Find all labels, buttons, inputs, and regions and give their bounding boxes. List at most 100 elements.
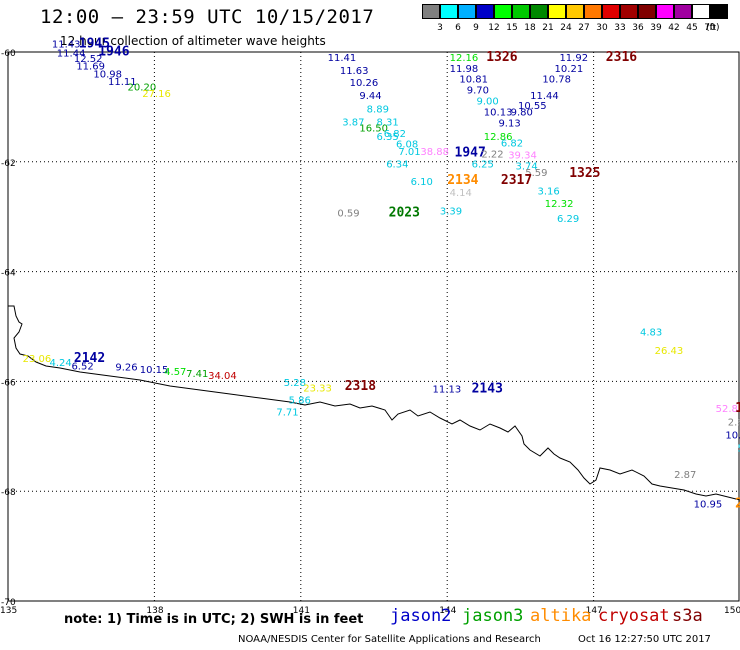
wave-height-label: 9.44 xyxy=(359,91,381,102)
wave-height-label: 9.00 xyxy=(476,97,498,108)
legend-item-s3a: s3a xyxy=(672,606,703,626)
wave-height-label: 10.78 xyxy=(542,75,571,86)
wave-height-label: 6.25 xyxy=(472,159,494,170)
wave-height-label: 11.43 xyxy=(52,40,81,51)
scale-label: 24 xyxy=(560,23,572,33)
wave-height-label: 3.16 xyxy=(537,187,559,198)
wave-height-label: 27.16 xyxy=(142,89,171,100)
lon-tick-label: 141 xyxy=(293,606,310,616)
scale-swatch xyxy=(476,4,494,19)
wave-height-label: 10.42 xyxy=(725,430,740,441)
scale-label: 12 xyxy=(488,23,500,33)
wave-height-label: 12.86 xyxy=(484,132,513,143)
wave-height-label: 5.59 xyxy=(525,168,547,179)
wave-height-label: 26.43 xyxy=(655,346,684,357)
wave-height-label: 5.44 xyxy=(738,444,740,455)
scale-swatch xyxy=(638,4,656,19)
wave-height-label: 9.26 xyxy=(115,362,137,373)
wave-height-label: 39.34 xyxy=(508,151,537,162)
wave-height-label: 12.16 xyxy=(450,53,479,64)
scale-swatch xyxy=(710,4,728,19)
lat-tick-label: -64 xyxy=(1,269,16,279)
scale-label: 45 xyxy=(686,23,698,33)
scale-swatch xyxy=(566,4,584,19)
pass-time-label: 1946 xyxy=(98,44,129,59)
scale-label: 3 xyxy=(437,23,443,33)
wave-height-label: 2.87 xyxy=(674,470,696,481)
wave-height-label: 6.82 xyxy=(501,138,523,149)
wave-height-label: 12.52 xyxy=(74,54,103,65)
wave-height-label: 4.57 xyxy=(164,367,186,378)
map-subtitle: 12 hour collection of altimeter wave hei… xyxy=(60,34,326,48)
pass-time-label: 1325 xyxy=(569,166,600,181)
scale-swatch xyxy=(674,4,692,19)
scale-label: 15 xyxy=(506,23,518,33)
map-title: 12:00 – 23:59 UTC 10/15/2017 xyxy=(40,6,375,28)
wave-height-label: 11.44 xyxy=(57,48,86,59)
pass-time-label: 2142 xyxy=(74,351,105,366)
scale-label: 9 xyxy=(473,23,479,33)
wave-height-label: 10.98 xyxy=(93,69,122,80)
wave-height-label: 10.21 xyxy=(555,64,584,75)
lon-tick-label: 144 xyxy=(439,606,456,616)
wave-height-label: 6.35 xyxy=(376,132,398,143)
wave-height-label: 5.86 xyxy=(289,395,311,406)
wave-height-label: 6.08 xyxy=(396,140,418,151)
wave-height-label: 34.04 xyxy=(208,371,237,382)
pass-time-label: 2134 xyxy=(447,173,478,188)
wave-height-label: 7.41 xyxy=(186,369,208,380)
scale-label: 18 xyxy=(524,23,536,33)
lat-tick-label: -66 xyxy=(1,378,16,388)
scale-swatch xyxy=(422,4,440,19)
lat-tick-label: -70 xyxy=(1,598,16,608)
wave-height-label: 8.89 xyxy=(367,104,389,115)
wave-height-label: 11.41 xyxy=(328,53,357,64)
wave-height-label: 6.82 xyxy=(384,129,406,140)
scale-label: 42 xyxy=(668,23,680,33)
wave-height-label: 6.34 xyxy=(386,159,408,170)
scale-label: 27 xyxy=(578,23,590,33)
wave-height-label: 9.70 xyxy=(467,86,489,97)
wave-height-label: 11.98 xyxy=(450,64,479,75)
scale-swatch xyxy=(584,4,602,19)
wave-height-label: 4.24 xyxy=(49,358,71,369)
wave-height-label: 20.20 xyxy=(128,82,157,93)
lon-tick-label: 147 xyxy=(586,606,603,616)
wave-height-label: 11.92 xyxy=(559,53,588,64)
wave-height-label: 3.74 xyxy=(516,161,538,172)
wave-height-label: 10.26 xyxy=(350,78,379,89)
pass-time-label: 1326 xyxy=(486,50,517,65)
scale-swatch xyxy=(458,4,476,19)
wave-height-label: 23.06 xyxy=(23,354,52,365)
wave-height-label: 10.95 xyxy=(694,500,723,511)
pass-time-label: 2318 xyxy=(345,379,376,394)
pass-time-label: 2023 xyxy=(389,206,420,221)
scale-swatch xyxy=(656,4,674,19)
wave-height-label: 11.13 xyxy=(433,384,462,395)
wave-height-label: 5.28 xyxy=(284,378,306,389)
wave-height-label: 10.55 xyxy=(518,101,547,112)
wave-height-label: 38.88 xyxy=(420,147,449,158)
scale-swatch xyxy=(512,4,530,19)
wave-height-label: 11.69 xyxy=(76,62,105,73)
wave-height-label: 4.83 xyxy=(640,327,662,338)
footer-note: note: 1) Time is in UTC; 2) SWH is in fe… xyxy=(64,612,364,627)
wave-height-label: 4.14 xyxy=(450,188,472,199)
pass-time-label: 2317 xyxy=(501,173,532,188)
wave-height-label: 8.31 xyxy=(376,118,398,129)
wave-height-label: 3.39 xyxy=(440,207,462,218)
lon-tick-label: 135 xyxy=(0,606,17,616)
wave-height-label: 6.52 xyxy=(71,361,93,372)
wave-height-label: 52.81 xyxy=(716,404,740,415)
pass-time-label: 1947 xyxy=(455,145,486,160)
legend-item-cryosat: cryosat xyxy=(598,606,670,626)
lon-tick-label: 138 xyxy=(146,606,163,616)
scale-label: 39 xyxy=(650,23,662,33)
pass-time-label: 1945 xyxy=(79,37,110,52)
wave-height-label: 9.13 xyxy=(498,119,520,130)
lat-tick-label: -62 xyxy=(1,159,16,169)
scale-swatch xyxy=(692,4,710,19)
credit-text: NOAA/NESDIS Center for Satellite Applica… xyxy=(238,634,541,645)
wave-height-label: 0.59 xyxy=(337,209,359,220)
